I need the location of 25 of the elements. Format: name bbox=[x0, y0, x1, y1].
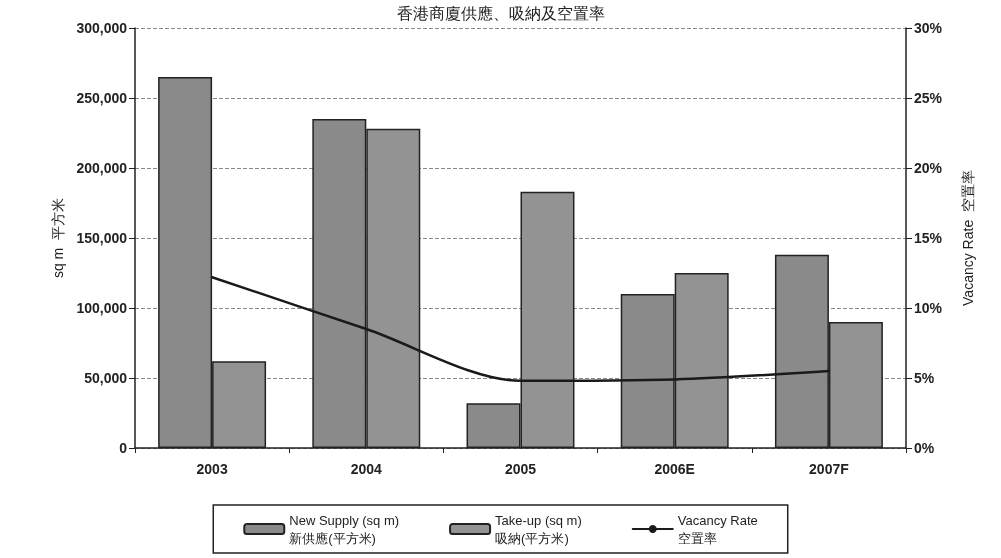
x-tick-label: 2005 bbox=[504, 461, 537, 477]
y2-tick-label: 25% bbox=[914, 90, 943, 106]
y2-tick-label: 10% bbox=[914, 300, 943, 316]
y2-axis-title: Vacancy Rate 空置率 bbox=[960, 170, 976, 306]
y-tick-label: 50,000 bbox=[84, 370, 128, 386]
chart-title: 香港商廈供應、吸納及空置率 bbox=[396, 4, 605, 22]
x-tick-label: 2004 bbox=[350, 461, 383, 477]
y-tick-label: 300,000 bbox=[76, 20, 128, 36]
legend-label: Take-up (sq m) 吸納(平方米) bbox=[495, 512, 582, 546]
y2-tick-label: 20% bbox=[914, 160, 943, 176]
x-tick-label: 2006E bbox=[654, 461, 695, 477]
y-tick-label: 100,000 bbox=[76, 300, 128, 316]
y2-tick-label: 0% bbox=[914, 440, 935, 456]
y2-tick-label: 5% bbox=[914, 370, 935, 386]
y2-tick-label: 30% bbox=[914, 20, 943, 36]
x-tick-label: 2007F bbox=[809, 461, 850, 477]
y-tick-label: 150,000 bbox=[76, 230, 128, 246]
legend-label: New Supply (sq m) 新供應(平方米) bbox=[289, 512, 400, 546]
legend-label: Vacancy Rate 空置率 bbox=[677, 512, 758, 546]
y-tick-label: 200,000 bbox=[76, 160, 128, 176]
y-tick-label: 0 bbox=[119, 440, 128, 456]
y-axis-title: sq m 平方米 bbox=[50, 197, 66, 279]
x-tick-label: 2003 bbox=[196, 461, 228, 477]
y-tick-label: 250,000 bbox=[76, 90, 128, 106]
y2-tick-label: 15% bbox=[914, 230, 943, 246]
